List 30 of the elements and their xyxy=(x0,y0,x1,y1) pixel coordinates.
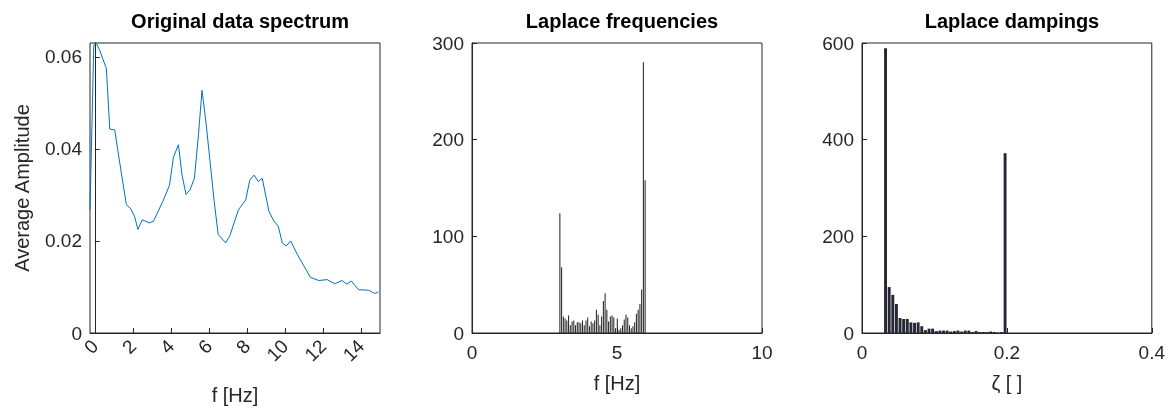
x-tick-label: 14 xyxy=(338,335,369,366)
x-axis-title: f [Hz] xyxy=(593,372,641,394)
y-tick-label: 0.02 xyxy=(45,230,82,252)
x-tick-label: 10 xyxy=(751,342,773,363)
y-tick-label: 600 xyxy=(822,32,854,54)
line-series xyxy=(89,43,379,294)
x-tick-label: 6 xyxy=(193,335,217,358)
x-tick-label: 12 xyxy=(300,335,331,366)
x-tick-label: 2 xyxy=(117,335,141,358)
x-axis-title: f [Hz] xyxy=(211,384,259,406)
x-tick-label: 5 xyxy=(611,342,623,363)
x-tick-label: 4 xyxy=(155,335,179,358)
y-axis-title: Average Amplitude xyxy=(11,104,33,272)
chart-title: Laplace frequencies xyxy=(525,10,719,32)
x-tick-label: 0.2 xyxy=(993,342,1021,363)
chart-title: Original data spectrum xyxy=(131,10,349,32)
x-tick-label: 10 xyxy=(262,335,293,366)
y-tick-label: 0.06 xyxy=(45,46,82,68)
y-tick-label: 300 xyxy=(432,32,464,54)
x-tick-label: 0 xyxy=(466,342,478,363)
y-tick-label: 200 xyxy=(822,225,854,247)
x-axis-title: ζ [ ] xyxy=(991,372,1023,394)
x-tick-label: 0 xyxy=(856,342,868,363)
chart-title: Laplace dampings xyxy=(924,10,1100,32)
y-tick-label: 400 xyxy=(822,129,854,151)
x-tick-label: 0.4 xyxy=(1138,342,1166,363)
y-tick-label: 0.04 xyxy=(45,138,83,160)
y-tick-label: 200 xyxy=(432,129,464,151)
x-tick-label: 8 xyxy=(231,335,255,358)
y-tick-label: 100 xyxy=(432,225,464,247)
